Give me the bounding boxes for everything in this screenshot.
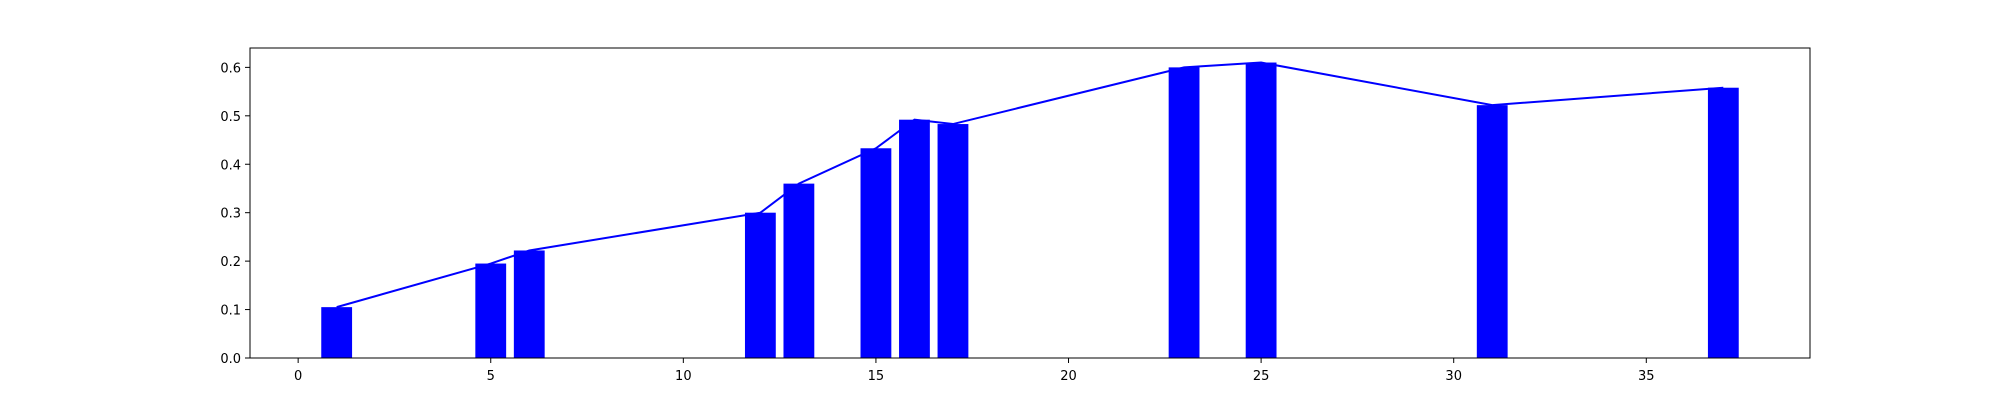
plot-frame <box>249 47 1811 359</box>
bar <box>860 148 892 358</box>
y-axis: 0.0 0.1 0.2 0.3 0.4 0.5 0.6 <box>220 61 250 367</box>
y-tick-label: 0.0 <box>220 352 241 367</box>
x-tick-label: 15 <box>868 369 885 384</box>
bar <box>321 307 353 358</box>
x-axis: 0 5 10 15 20 25 30 35 <box>294 358 1655 384</box>
x-tick-label: 5 <box>487 369 495 384</box>
bar <box>1245 62 1277 358</box>
line-series <box>336 61 1724 309</box>
y-tick-label: 0.1 <box>220 304 241 319</box>
y-tick-label: 0.3 <box>220 207 241 222</box>
y-tick-label: 0.2 <box>220 255 241 270</box>
x-tick-label: 10 <box>675 369 692 384</box>
x-tick-label: 30 <box>1445 369 1462 384</box>
bar <box>1168 67 1200 358</box>
bar <box>899 119 930 358</box>
bar <box>744 212 776 358</box>
bar <box>783 183 815 358</box>
y-tick-label: 0.6 <box>220 61 241 76</box>
x-tick-label: 25 <box>1253 369 1270 384</box>
y-tick-label: 0.4 <box>220 158 241 173</box>
y-tick-label: 0.5 <box>220 110 241 125</box>
x-tick-label: 35 <box>1638 369 1655 384</box>
bar <box>1476 105 1508 358</box>
bar <box>513 250 545 358</box>
x-tick-label: 0 <box>294 369 302 384</box>
bar-series <box>321 62 1739 358</box>
bar <box>1707 87 1739 358</box>
bar <box>937 124 969 358</box>
bar <box>475 263 507 358</box>
x-tick-label: 20 <box>1060 369 1077 384</box>
